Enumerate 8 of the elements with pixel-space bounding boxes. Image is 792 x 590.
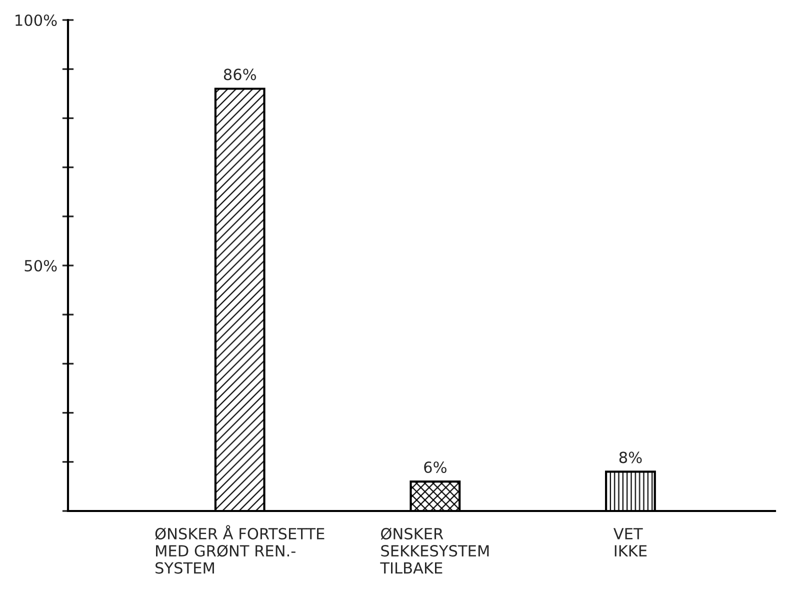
data-label: 86% (224, 68, 256, 80)
y-tick-label: 50% (24, 260, 57, 272)
data-label: 8% (619, 452, 642, 464)
x-tick-label: ØNSKER SEKKESYSTEM TILBAKE (380, 528, 489, 574)
y-tick-label: 100% (16, 14, 57, 26)
x-tick-label: ØNSKER Å FORTSETTE MED GRØNT REN.- SYSTEM (155, 525, 324, 574)
x-tick-label: VET IKKE (613, 528, 647, 556)
data-label: 6% (424, 461, 446, 474)
